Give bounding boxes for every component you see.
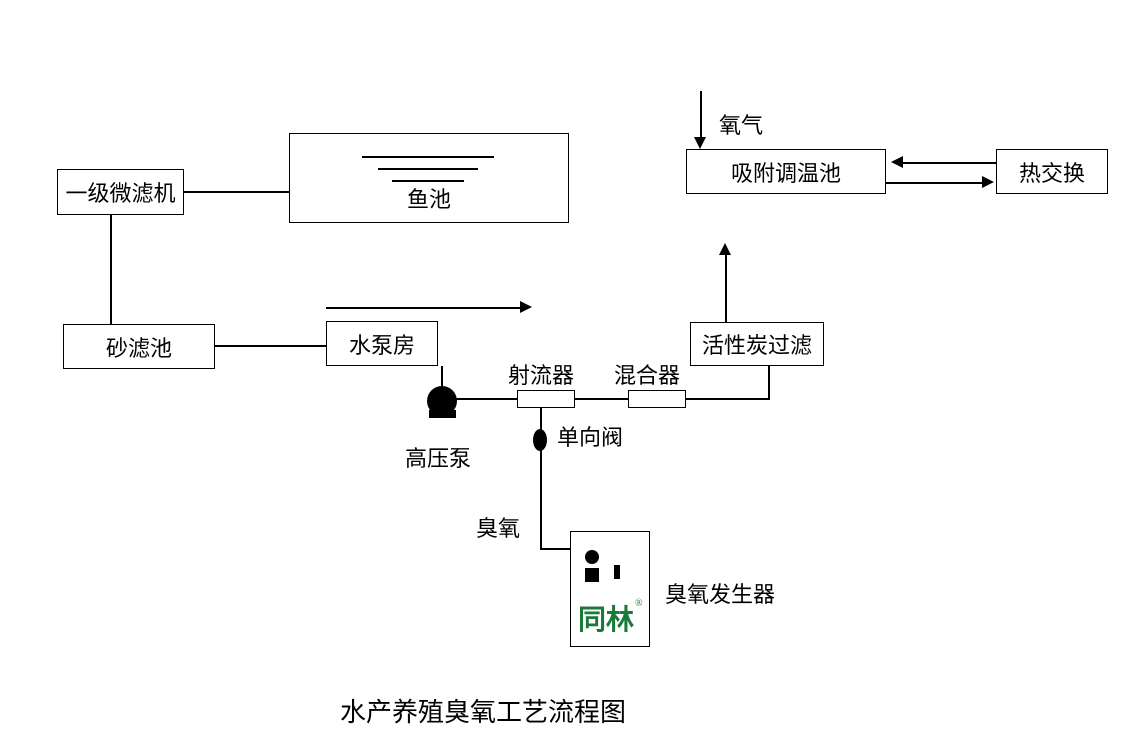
node-label: 一级微滤机 — [65, 176, 175, 208]
node-adsorption: 吸附调温池 — [686, 149, 886, 194]
edge — [540, 449, 542, 549]
edge — [215, 345, 326, 347]
wave-line — [378, 168, 478, 170]
node-fish-pond: 鱼池 — [289, 133, 569, 223]
node-pump-room: 水泵房 — [326, 321, 438, 366]
label-oxygen: 氧气 — [719, 108, 763, 140]
edge — [725, 254, 727, 322]
arrow-icon — [719, 243, 731, 255]
edge — [110, 215, 112, 324]
label-ozone-generator: 臭氧发生器 — [665, 577, 775, 609]
check-valve-icon — [533, 429, 547, 451]
label-high-pressure-pump: 高压泵 — [405, 441, 471, 473]
arrow-icon — [520, 301, 532, 313]
label-ejector: 射流器 — [508, 358, 574, 390]
node-carbon-filter: 活性炭过滤 — [690, 322, 824, 366]
tonglin-reg: ® — [635, 598, 643, 609]
node-label: 水泵房 — [349, 328, 415, 360]
edge — [902, 162, 996, 164]
label-mixer: 混合器 — [614, 358, 680, 390]
gen-icon-rect — [614, 565, 620, 579]
node-label: 砂滤池 — [106, 331, 172, 363]
node-mixer — [628, 390, 686, 408]
edge — [540, 408, 542, 431]
gen-icon-square — [585, 568, 599, 582]
node-micro-filter: 一级微滤机 — [57, 169, 184, 215]
node-label: 吸附调温池 — [731, 156, 841, 188]
tonglin-logo: 同林 — [578, 598, 634, 638]
wave-line — [362, 156, 494, 158]
label-ozone: 臭氧 — [476, 511, 520, 543]
edge — [700, 91, 702, 139]
node-heat-exchange: 热交换 — [996, 149, 1108, 194]
edge — [768, 366, 770, 399]
edge — [886, 182, 984, 184]
arrow-icon — [891, 156, 903, 168]
edge — [184, 191, 289, 193]
node-sand-filter: 砂滤池 — [63, 324, 215, 369]
label-check-valve: 单向阀 — [557, 420, 623, 452]
node-ejector — [517, 390, 575, 408]
node-label: 活性炭过滤 — [702, 328, 812, 360]
edge — [326, 307, 522, 309]
edge — [455, 398, 517, 400]
arrow-icon — [694, 137, 706, 149]
edge — [686, 398, 770, 400]
node-label: 热交换 — [1019, 156, 1085, 188]
edge — [441, 366, 443, 388]
node-label: 鱼池 — [407, 182, 451, 214]
wave-line — [392, 180, 464, 182]
gen-icon-circle — [585, 550, 599, 564]
diagram-title: 水产养殖臭氧工艺流程图 — [340, 692, 626, 729]
pump-base — [429, 410, 456, 418]
edge — [540, 548, 570, 550]
edge — [575, 398, 628, 400]
arrow-icon — [982, 176, 994, 188]
